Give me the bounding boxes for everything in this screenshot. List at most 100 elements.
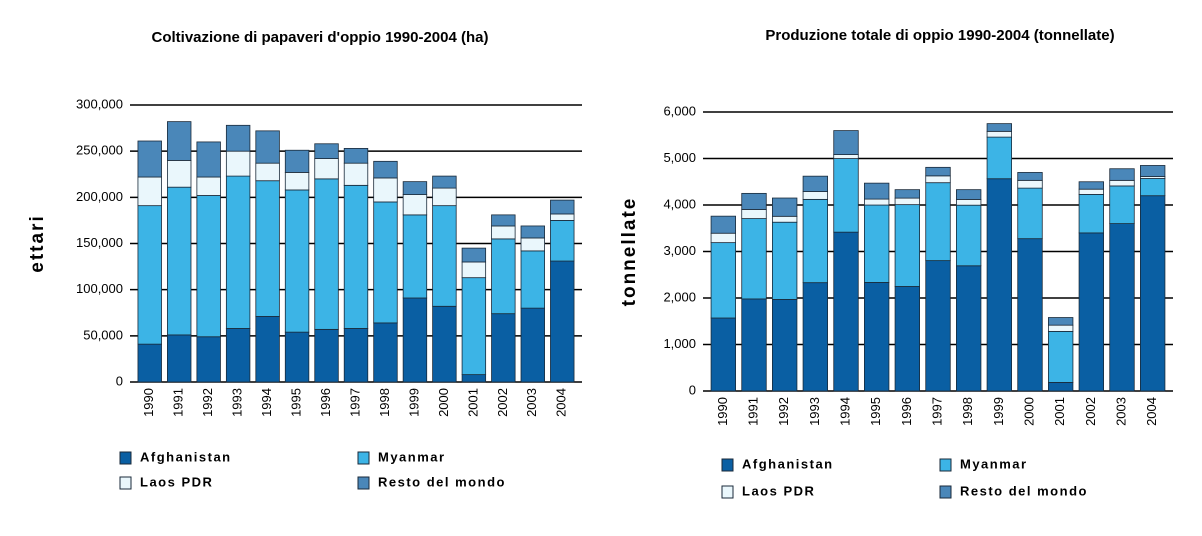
bar-segment [772,298,798,392]
bar-segment [343,328,369,383]
bar-segment [1109,179,1135,187]
legend-label: Laos PDR [140,474,213,489]
bar-segment [1048,330,1074,383]
legend-label: Resto del mondo [378,474,506,489]
bar-segment [1017,187,1043,240]
bar-segment [196,336,221,383]
y-tick-label: 100,000 [76,281,123,296]
x-tick-label: 2003 [524,388,539,417]
x-tick-label: 1992 [200,388,215,417]
bar-segment [402,214,428,299]
x-tick-label: 2002 [1083,397,1098,426]
y-tick-label: 250,000 [76,143,123,158]
bar-segment [550,213,575,221]
bar-segment [1140,195,1166,392]
bar-segment [833,130,859,155]
bar-segment [1078,193,1104,234]
bar-segment [255,130,280,164]
bar-segment [225,175,251,329]
bar-segment [741,218,767,300]
bar-segment [986,123,1012,132]
bar-segment [284,172,310,191]
bar-segment [402,181,428,195]
bar-segment [255,180,280,317]
y-tick-label: 4,000 [663,196,696,211]
bar-segment [833,154,859,159]
bar-segment [925,166,951,177]
x-tick-label: 1996 [318,388,333,417]
x-tick-label: 2004 [554,388,569,417]
bar-segment [255,316,280,383]
bar-segment [137,205,162,345]
x-tick-label: 2002 [495,388,510,417]
y-tick-label: 0 [689,382,696,397]
x-tick-label: 2001 [1052,397,1067,426]
bar-segment [343,184,369,329]
bar-segment [1078,232,1104,392]
y-tick-label: 0 [116,373,123,388]
bar-segment [1078,181,1104,190]
bar-segment [741,209,767,219]
bar-segment [137,343,162,383]
y-axis-label: tonnellate [619,197,640,307]
x-tick-label: 1993 [230,388,245,417]
bar-segment [925,182,951,262]
bar-segment [373,177,398,203]
bar-segment [461,277,487,376]
y-tick-label: 5,000 [663,150,696,165]
bar-segment [402,194,428,216]
bar-segment [1017,172,1043,181]
chart-title: Coltivazione di papaveri d'oppio 1990-20… [152,29,489,46]
bar-segment [741,298,767,392]
bar-segment [986,130,1012,138]
legend-swatch [119,476,132,490]
bar-segment [1109,185,1135,224]
bar-segment [894,189,920,199]
x-tick-label: 2000 [1021,397,1036,426]
x-tick-label: 1991 [745,397,760,426]
bar-segment [833,158,859,233]
bar-segment [167,186,192,336]
y-tick-label: 1,000 [663,336,696,351]
x-tick-label: 2001 [465,388,480,417]
bar-segment [710,215,736,234]
bar-segment [225,328,251,383]
bar-segment [1017,238,1043,392]
bar-segment [284,331,310,383]
legend-swatch [357,451,370,465]
x-tick-label: 1995 [289,388,304,417]
bar-segment [284,149,310,173]
x-tick-label: 1998 [960,397,975,426]
bar-segment [373,160,398,179]
bar-segment [1140,165,1166,177]
bar-segment [864,198,890,206]
bar-segment [491,214,516,227]
x-tick-label: 1998 [377,388,392,417]
legend-label: Afghanistan [140,449,232,464]
bar-segment [1109,168,1135,181]
legend-swatch [939,485,952,499]
bar-segment [741,192,767,210]
x-tick-label: 1996 [899,397,914,426]
y-tick-label: 150,000 [76,235,123,250]
bar-segment [956,204,982,267]
bar-segment [373,201,398,324]
bar-segment [802,191,828,200]
bar-segment [710,242,736,319]
bar-segment [956,199,982,206]
bar-segment [802,175,828,192]
bar-segment [225,150,251,177]
bar-segment [894,286,920,392]
bar-segment [1140,178,1166,197]
bar-segment [986,136,1012,180]
legend-label: Laos PDR [742,483,815,498]
bar-segment [956,189,982,200]
x-tick-label: 1997 [347,388,362,417]
y-tick-label: 200,000 [76,189,123,204]
bar-segment [196,195,221,338]
bar-segment [196,176,221,196]
x-tick-label: 2000 [436,388,451,417]
bar-segment [432,205,457,307]
x-tick-label: 2004 [1144,397,1159,426]
